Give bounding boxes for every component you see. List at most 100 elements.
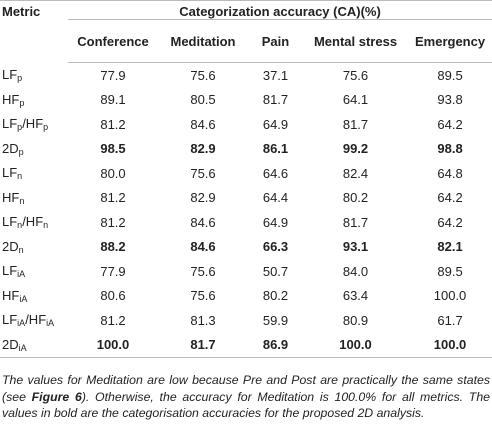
value-cell: 64.4 <box>262 190 289 206</box>
value-cell: 64.6 <box>262 165 289 181</box>
value-cell: 63.4 <box>342 288 369 304</box>
value-cell: 64.2 <box>437 116 463 132</box>
metric-text: HF <box>2 287 20 303</box>
value-cell: 98.5 <box>100 141 126 157</box>
value-cell: 100.0 <box>408 332 492 358</box>
value-cell: 89.5 <box>437 67 463 83</box>
metric-cell: LFiA/HFiA <box>0 308 68 333</box>
metric-cell: LFn/HFn <box>0 210 68 235</box>
value-cell: 81.2 <box>100 190 126 206</box>
value-cell: 81.2 <box>100 312 126 328</box>
footnote: The values for Meditation are low becaus… <box>2 372 490 422</box>
metric-text: LF <box>2 165 18 181</box>
column-header-row: Conference Meditation Pain Mental stress Eme… <box>0 19 492 63</box>
value-cell: 93.8 <box>437 92 463 108</box>
metric-subscript: n <box>17 171 23 182</box>
metric-text: HF <box>2 189 20 205</box>
metric-cell: 2Dp <box>0 137 68 162</box>
value-cell: 93.1 <box>342 239 369 255</box>
value-cell: 86.9 <box>248 332 303 358</box>
value-cell: 89.1 <box>100 92 126 108</box>
value-cell: 75.6 <box>190 67 216 83</box>
value-cell: 66.3 <box>262 239 289 255</box>
value-cell: 80.6 <box>100 288 126 304</box>
value-cell: 98.8 <box>437 141 463 157</box>
metric-cell: LFn <box>0 161 68 186</box>
group-header: Categorization accuracy (CA)(%) <box>68 0 492 20</box>
footnote-text: ). Otherwise, the accuracy for Meditatio… <box>2 389 490 421</box>
value-cell: 64.1 <box>342 92 369 108</box>
value-cell: 88.2 <box>100 239 126 255</box>
value-cell: 100.0 <box>68 332 158 358</box>
value-cell: 100.0 <box>433 288 467 304</box>
metric-text: 2D <box>2 140 19 156</box>
value-cell: 64.2 <box>437 190 463 206</box>
value-cell: 75.6 <box>190 263 216 279</box>
metric-subscript: p <box>17 73 23 83</box>
metric-text: LF <box>2 67 18 82</box>
value-cell: 82.9 <box>190 190 216 206</box>
table-row: HFiA 80.6 75.6 80.2 63.4 100.0 <box>0 284 492 309</box>
table: Metric Categorization accuracy (CA)(%) C… <box>0 0 492 358</box>
column-header: Pain <box>248 19 303 63</box>
value-cell: 80.5 <box>190 92 216 108</box>
value-cell: 75.6 <box>190 165 216 181</box>
metric-text: LF <box>2 263 18 279</box>
value-cell: 75.6 <box>190 288 216 304</box>
metric-cell: 2DiA <box>0 332 68 358</box>
table-row: 2DiA 100.0 81.7 86.9 100.0 100.0 <box>0 332 492 358</box>
table-row: 2Dn 88.2 84.6 66.3 93.1 82.1 <box>0 235 492 260</box>
metric-cell: LFp <box>0 63 68 88</box>
value-cell: 81.7 <box>262 92 289 108</box>
metric-subscript: n <box>17 220 23 231</box>
metric-subscript: n <box>18 244 24 255</box>
metric-cell: LFp/HFp <box>0 112 68 137</box>
value-cell: 86.1 <box>262 141 289 157</box>
value-cell: 64.9 <box>262 116 289 132</box>
metric-text: 2D <box>2 238 19 254</box>
metric-cell: HFiA <box>0 284 68 309</box>
metric-subscript: p <box>17 122 23 133</box>
value-cell: 82.1 <box>437 239 463 255</box>
metric-subscript: p <box>43 122 49 133</box>
metric-subscript: iA <box>17 318 26 329</box>
table-row: LFiA/HFiA 81.2 81.3 59.9 80.9 61.7 <box>0 308 492 333</box>
column-header: Emergency <box>408 19 492 63</box>
table-body: LFp 77.9 75.6 37.1 75.6 89.5 HFp 89.1 80.5 81.7 64… <box>0 63 492 358</box>
metric-cell: HFp <box>0 88 68 113</box>
value-cell: 81.3 <box>190 312 216 328</box>
table-row: HFp 89.1 80.5 81.7 64.1 93.8 <box>0 88 492 113</box>
column-header: Mental stress <box>303 19 408 63</box>
value-cell: 84.6 <box>190 116 216 132</box>
metric-text: /HF <box>22 214 44 230</box>
value-cell: 82.9 <box>190 141 216 157</box>
value-cell: 75.6 <box>342 67 369 83</box>
metric-text: LF <box>2 214 18 230</box>
metric-cell: 2Dn <box>0 235 68 260</box>
table-row: LFp/HFp 81.2 84.6 64.9 81.7 64.2 <box>0 112 492 137</box>
value-cell: 80.9 <box>342 312 369 328</box>
value-cell: 50.7 <box>262 263 289 279</box>
value-cell: 100.0 <box>303 332 408 358</box>
footnote-text: Figure 6 <box>31 389 82 404</box>
metric-subscript: iA <box>46 318 55 329</box>
value-cell: 81.2 <box>100 214 126 230</box>
metric-subscript: iA <box>19 293 28 304</box>
metric-subscript: p <box>18 146 24 157</box>
value-cell: 81.2 <box>100 116 126 132</box>
table-row: HFn 81.2 82.9 64.4 80.2 64.2 <box>0 186 492 211</box>
table-row: LFn/HFn 81.2 84.6 64.9 81.7 64.2 <box>0 210 492 235</box>
header-row: Metric Categorization accuracy (CA)(%) <box>0 0 492 20</box>
metric-text: HF <box>2 91 20 107</box>
table-row: LFiA 77.9 75.6 50.7 84.0 89.5 <box>0 259 492 284</box>
metric-subscript: iA <box>17 269 26 280</box>
value-cell: 82.4 <box>342 165 369 181</box>
value-cell: 61.7 <box>437 312 463 328</box>
table-row: LFn 80.0 75.6 64.6 82.4 64.8 <box>0 161 492 186</box>
metric-subscript: iA <box>18 342 27 353</box>
value-cell: 84.0 <box>342 263 369 279</box>
value-cell: 64.2 <box>437 214 463 230</box>
column-header: Meditation <box>158 19 248 63</box>
value-cell: 59.9 <box>262 312 289 328</box>
